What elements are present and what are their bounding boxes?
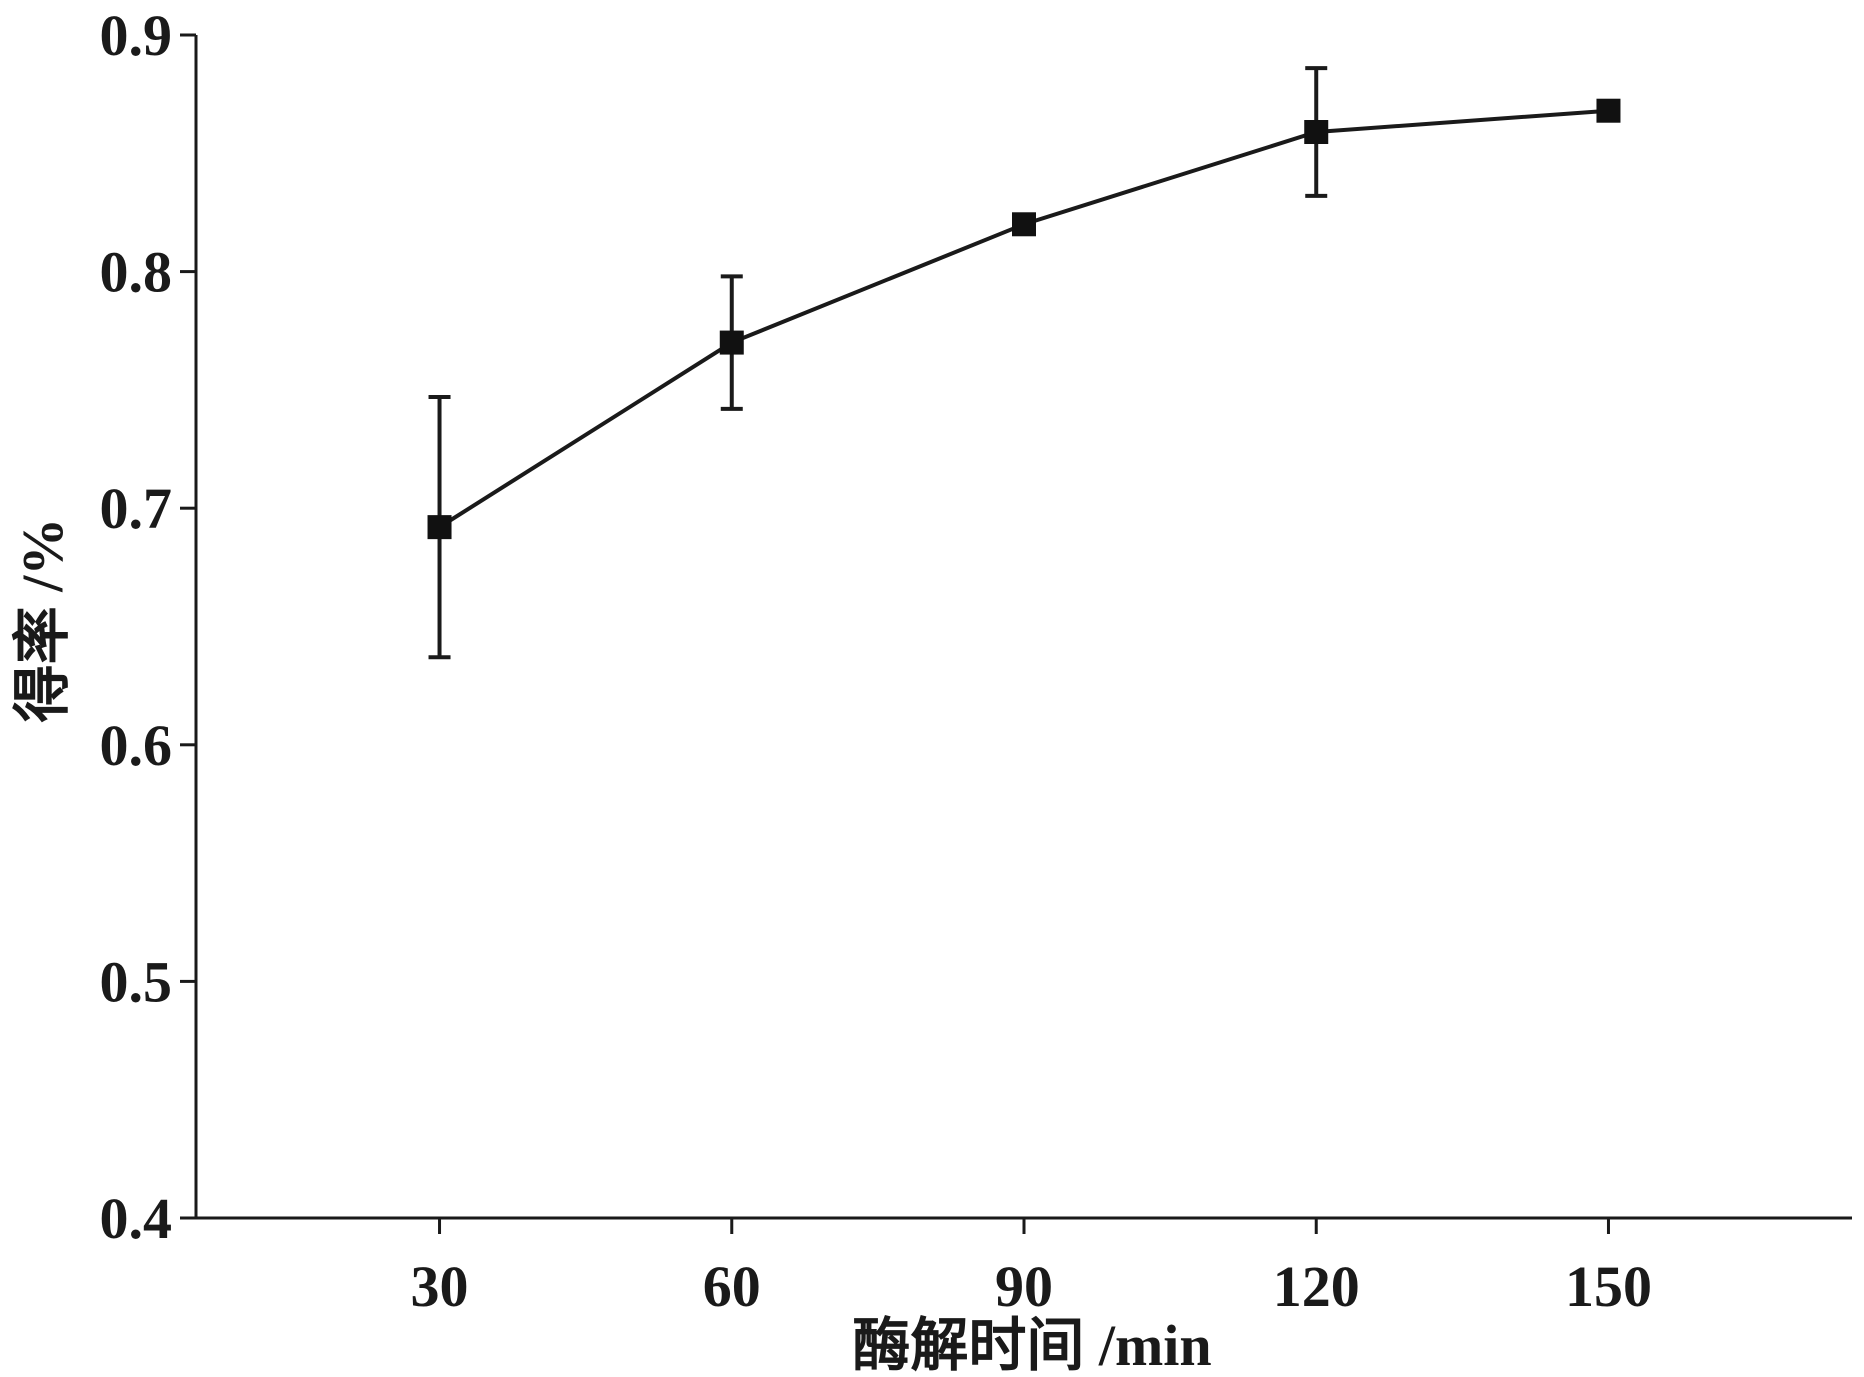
data-point <box>1596 98 1621 123</box>
data-point <box>1012 212 1036 237</box>
x-tick-label: 150 <box>1565 1254 1652 1319</box>
data-point <box>719 330 744 355</box>
data-point <box>427 515 452 540</box>
y-tick-label: 0.5 <box>100 949 173 1014</box>
data-point <box>1304 120 1329 145</box>
y-axis-title: 得率 /% <box>10 518 75 723</box>
x-tick-label: 30 <box>411 1254 469 1319</box>
y-tick-label: 0.4 <box>100 1186 173 1251</box>
x-tick-label: 90 <box>995 1254 1053 1319</box>
x-tick-label: 120 <box>1273 1254 1360 1319</box>
x-ticks: 30 60 90 120 150 <box>411 1218 1652 1319</box>
y-tick-label: 0.6 <box>100 713 173 778</box>
y-tick-label: 0.9 <box>100 3 173 68</box>
x-axis-title: 酶解时间 /min <box>852 1313 1211 1377</box>
y-ticks: 0.4 0.5 0.6 0.7 0.8 0.9 <box>100 3 196 1251</box>
y-tick-label: 0.7 <box>100 476 173 541</box>
y-tick-label: 0.8 <box>100 240 173 305</box>
series <box>427 66 1621 660</box>
x-tick-label: 60 <box>703 1254 761 1319</box>
series-line <box>438 108 1609 529</box>
